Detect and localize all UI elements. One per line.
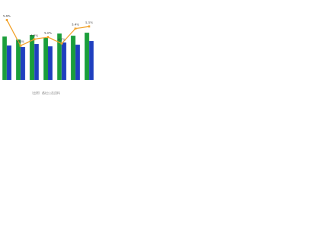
bar	[48, 46, 53, 80]
line-marker	[5, 19, 8, 21]
bar	[34, 44, 39, 80]
line-marker	[74, 27, 77, 30]
data-label: 5.0%	[44, 31, 52, 35]
page: {"chart_data": {"type": "bar", "categori…	[0, 0, 320, 100]
bar	[29, 35, 35, 80]
bar	[84, 32, 90, 80]
bar	[61, 42, 67, 80]
chart: （出所）各社公表資料 5.8% 4.6% 4.9% 5.0% 4.7% 5.4% 5.5%	[2, 14, 94, 95]
data-label: 4.9%	[30, 33, 38, 37]
data-label: 5.5%	[85, 20, 93, 24]
chart-note: （出所）各社公表資料	[30, 90, 60, 95]
data-label: 5.4%	[72, 23, 80, 27]
line-marker	[33, 38, 36, 41]
bar	[43, 38, 48, 80]
bar	[6, 45, 12, 80]
bar	[75, 44, 80, 80]
data-label: 4.6%	[17, 40, 25, 44]
bar	[20, 47, 26, 80]
line-marker	[19, 44, 22, 47]
bar	[89, 41, 94, 80]
data-label: 4.7%	[58, 38, 66, 42]
data-label: 5.8%	[3, 14, 11, 18]
bar	[2, 36, 7, 80]
bar	[16, 39, 21, 80]
bar	[57, 33, 62, 80]
line-marker	[88, 25, 91, 28]
line-marker	[60, 42, 63, 45]
bar	[70, 35, 76, 80]
line-marker	[47, 36, 49, 39]
